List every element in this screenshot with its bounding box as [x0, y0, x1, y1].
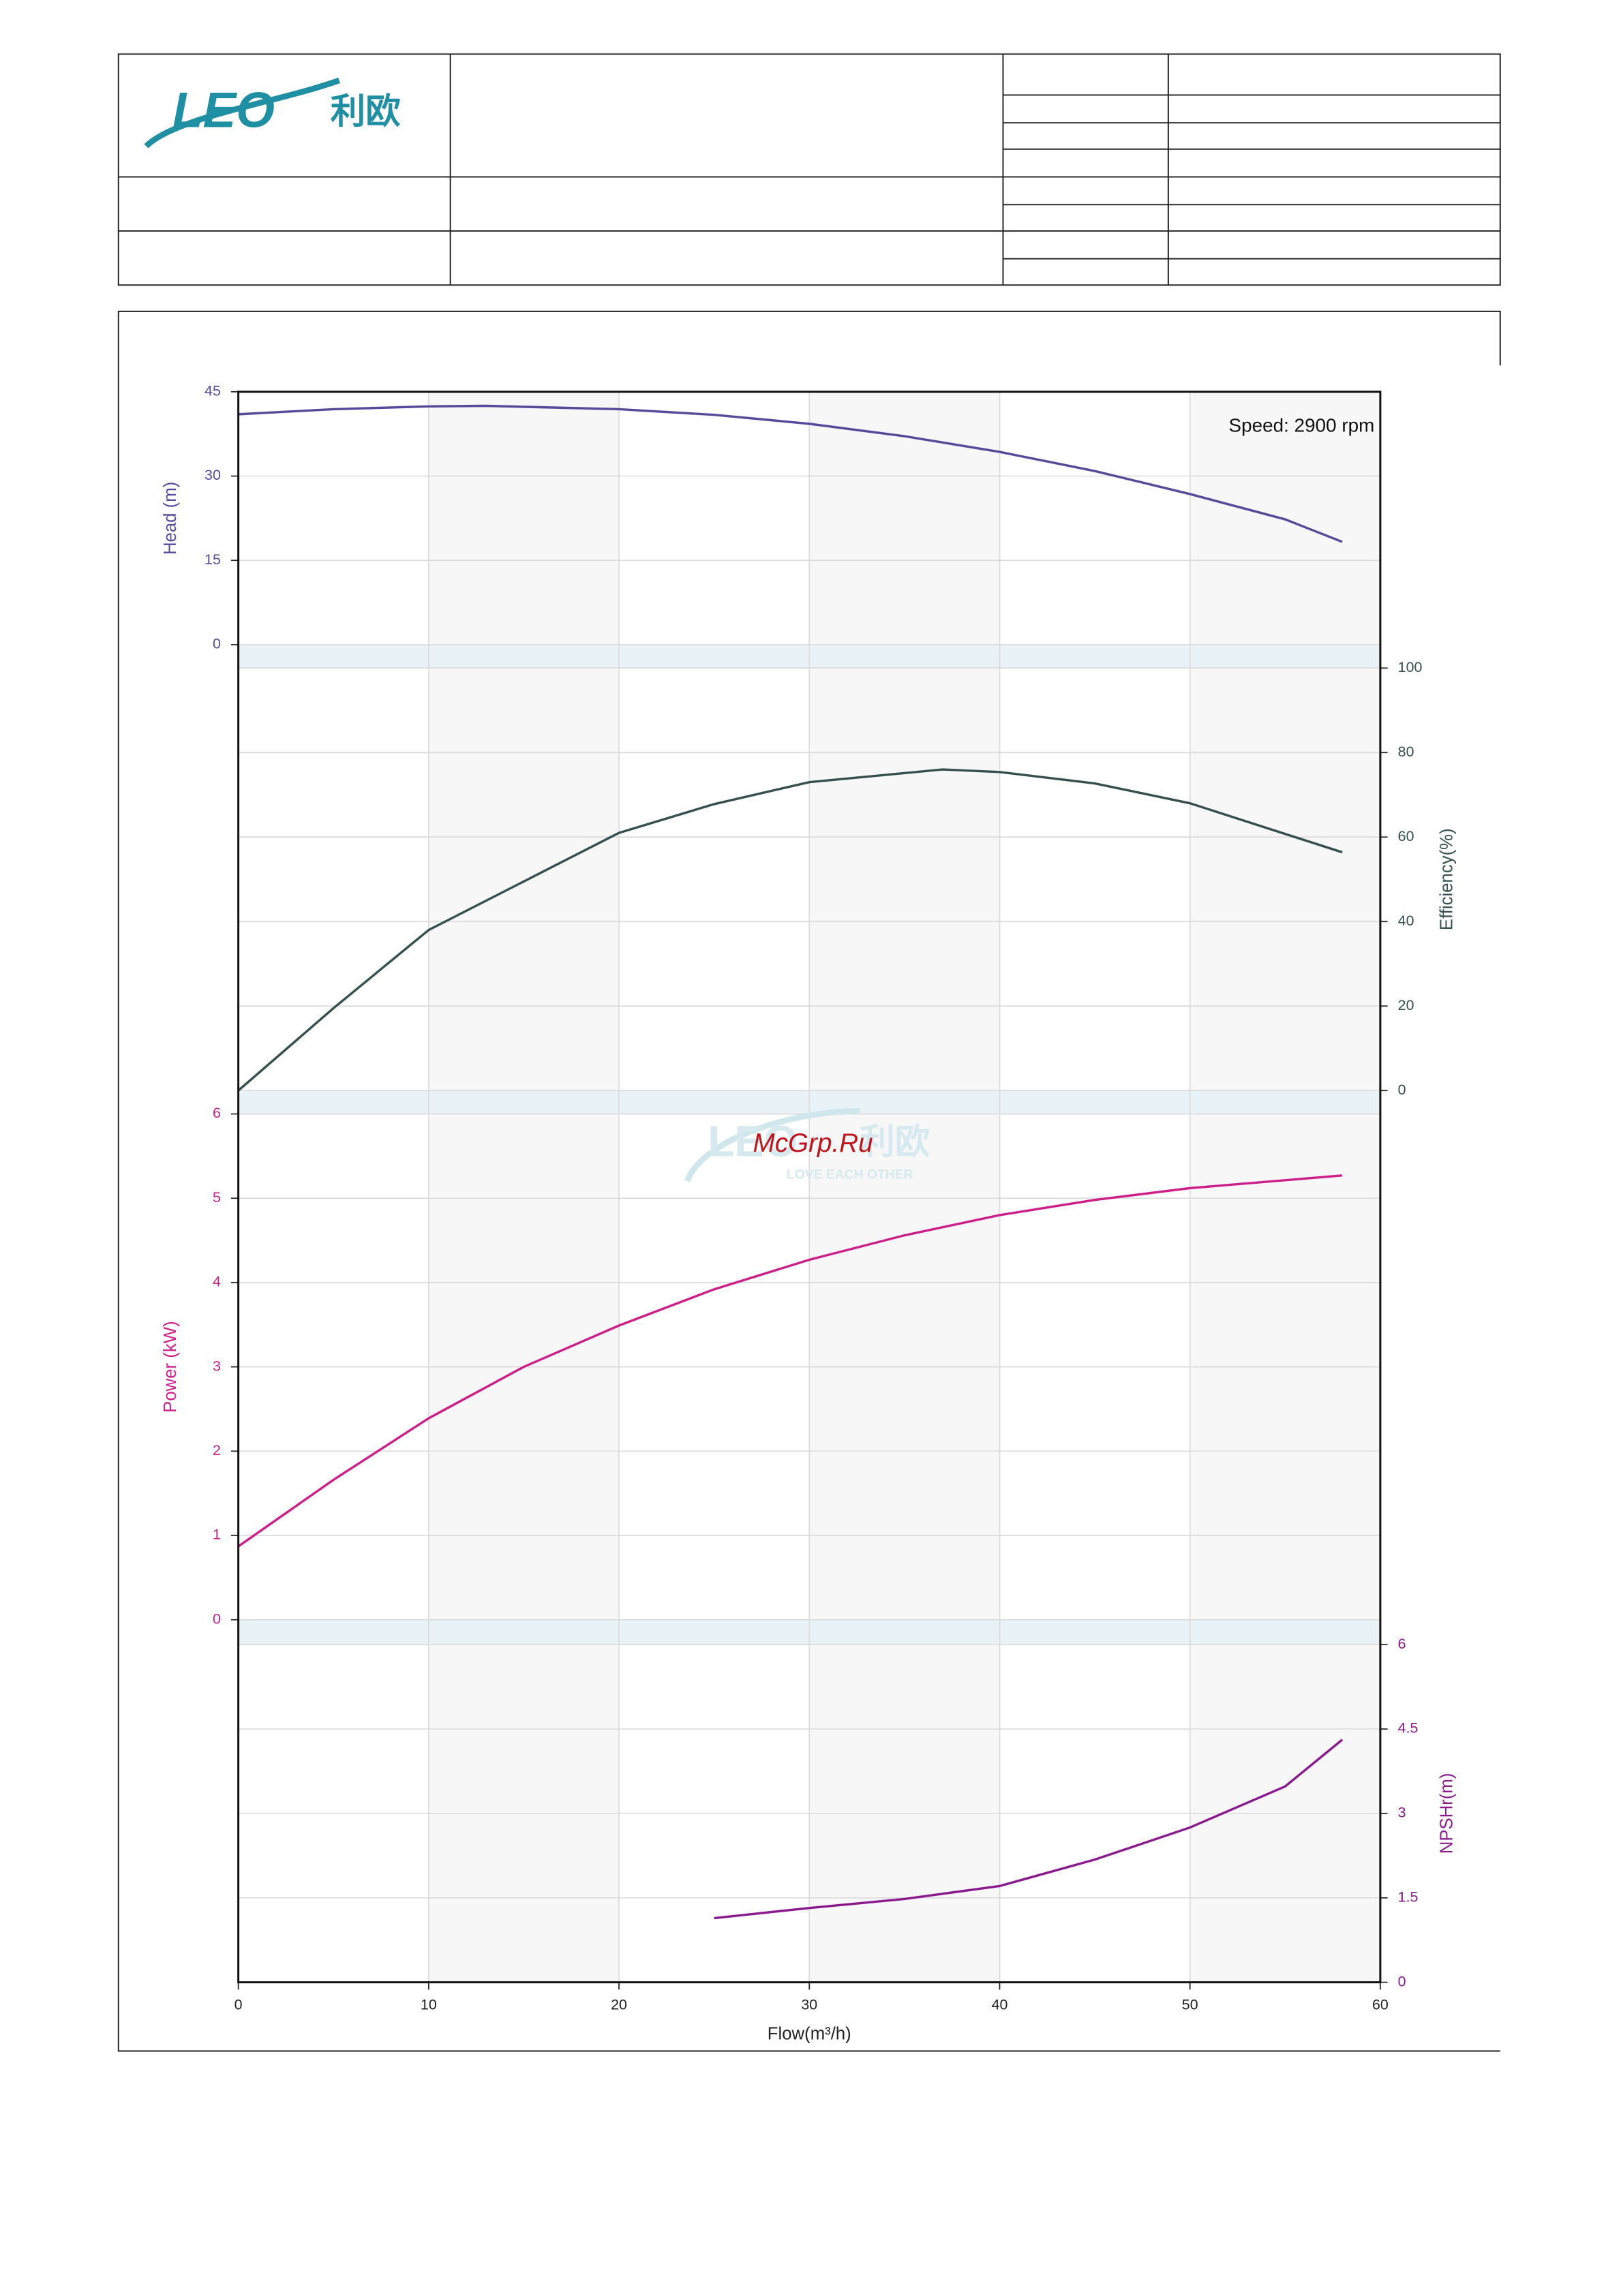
annotation: Speed: 2900 rpm: [1228, 415, 1374, 436]
watermark-logo-chinese: 利欧: [860, 1122, 930, 1161]
x-tick-label: 50: [1182, 1997, 1198, 2013]
logo-chinese: 利欧: [331, 91, 401, 131]
header-table: [117, 53, 1501, 2052]
y-tick-label: 0: [213, 1610, 221, 1627]
y-axis-label: Power (kW): [161, 1321, 180, 1412]
y-tick-label: 0: [1398, 1973, 1406, 1989]
watermark-text: McGrp.Ru: [753, 1129, 873, 1158]
plot-shade: [1189, 391, 1380, 1983]
y-tick-label: 3: [213, 1358, 221, 1374]
curve: [237, 768, 1343, 1092]
x-axis-label: Flow(m³/h): [768, 2025, 851, 2044]
y-axis-label: NPSHr(m): [1437, 1773, 1456, 1854]
y-tick-label: 20: [1398, 997, 1414, 1013]
y-tick-label: 6: [1398, 1636, 1406, 1652]
logo-swoosh: [144, 77, 341, 149]
y-tick-label: 40: [1398, 913, 1414, 929]
y-tick-label: 1: [213, 1527, 221, 1543]
curve: [714, 1739, 1344, 1920]
y-tick-label: 80: [1398, 744, 1414, 760]
y-tick-label: 60: [1398, 828, 1414, 844]
x-tick-label: 20: [611, 1997, 627, 2013]
watermark-swoosh: [684, 1107, 860, 1182]
x-tick-label: 60: [1372, 1997, 1389, 2013]
curve: [238, 404, 1343, 543]
y-tick-label: 30: [204, 467, 221, 483]
x-tick-label: 10: [421, 1997, 437, 2013]
y-tick-label: 15: [204, 551, 221, 568]
y-tick-label: 100: [1398, 659, 1423, 675]
y-tick-label: 45: [204, 383, 221, 399]
y-tick-label: 0: [1398, 1082, 1406, 1098]
y-tick-label: 3: [1398, 1805, 1406, 1821]
y-tick-label: 4: [213, 1274, 221, 1290]
y-tick-label: 6: [213, 1105, 221, 1121]
plot-shade: [809, 391, 1000, 1983]
y-tick-label: 2: [213, 1442, 221, 1458]
curve: [237, 1174, 1343, 1548]
x-tick-label: 40: [992, 1997, 1008, 2013]
x-tick-label: 0: [234, 1997, 243, 2013]
y-axis-label: Efficiency(%): [1437, 828, 1456, 930]
plot-frame: [237, 391, 1382, 1984]
x-tick-label: 30: [801, 1997, 817, 2013]
y-tick-label: 0: [213, 636, 221, 652]
watermark-logo: LEO: [708, 1117, 798, 1166]
y-axis-label: Head (m): [161, 482, 180, 555]
y-tick-label: 4.5: [1398, 1720, 1419, 1736]
y-tick-label: 5: [213, 1189, 221, 1206]
y-tick-label: 1.5: [1398, 1888, 1419, 1905]
watermark-slogan: LOVE EACH OTHER: [787, 1168, 913, 1182]
logo-text: LEO: [172, 83, 275, 138]
plot-shade: [428, 391, 620, 1983]
